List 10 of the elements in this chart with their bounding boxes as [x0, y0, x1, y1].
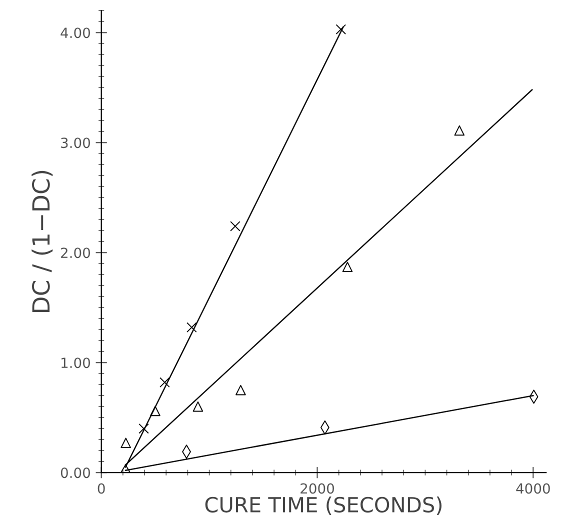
x-tick-label: 0: [98, 483, 105, 494]
y-tick-label: 2.00: [61, 248, 90, 258]
x-tick-label: 4000: [516, 483, 550, 494]
x-axis-title: CURE TIME (SECONDS): [205, 496, 442, 516]
y-tick-label: 3.00: [61, 138, 90, 148]
y-axis-title: DC / (1−DC): [32, 170, 53, 312]
y-tick-label: 4.00: [60, 28, 90, 38]
x-tick-label: 2000: [300, 483, 334, 494]
y-tick-label: 0.00: [60, 468, 90, 478]
y-tick-label: 1.00: [62, 358, 90, 368]
